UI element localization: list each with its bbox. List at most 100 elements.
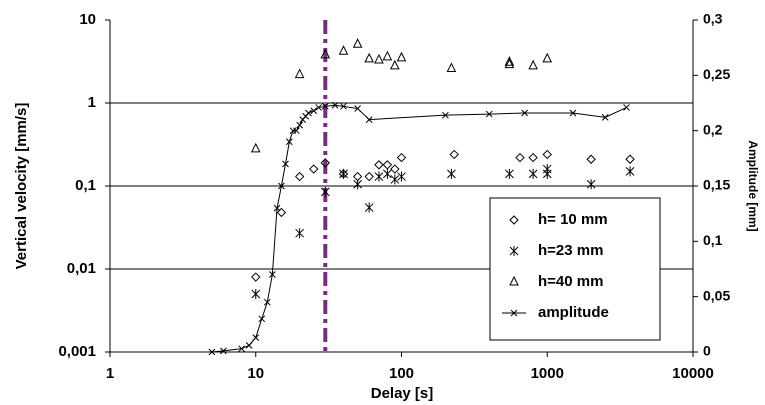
marker: [542, 168, 552, 179]
marker: [296, 121, 303, 129]
legend-label: h=23 mm: [538, 242, 603, 259]
marker: [269, 271, 276, 278]
x-tick-label: 10000: [672, 365, 714, 382]
marker: [505, 168, 514, 179]
y2-axis-title: Amplitude [mm]: [746, 140, 760, 231]
marker: [294, 171, 305, 182]
y2-tick-label: 0,15: [703, 177, 730, 193]
x-axis-title: Delay [s]: [371, 385, 434, 402]
x-tick-label: 1000: [531, 365, 564, 382]
x-tick-label: 1: [106, 365, 114, 382]
y-tick-label: 1: [88, 94, 96, 111]
marker: [449, 149, 459, 160]
marker: [601, 114, 609, 121]
marker: [382, 160, 393, 170]
marker: [364, 171, 374, 182]
marker: [586, 179, 596, 190]
marker: [625, 166, 635, 177]
marker: [321, 102, 329, 110]
legend-label: h= 10 mm: [538, 211, 608, 228]
y2-tick-label: 0,1: [703, 232, 723, 248]
marker: [374, 160, 384, 170]
marker: [309, 164, 319, 174]
y2-tick-label: 0,2: [703, 121, 723, 137]
y2-tick-label: 0,05: [703, 287, 730, 303]
marker: [364, 52, 374, 63]
marker: [252, 334, 260, 341]
legend-marker: [509, 246, 519, 256]
marker: [320, 186, 330, 197]
marker: [353, 179, 362, 190]
marker: [250, 142, 261, 153]
marker: [586, 154, 596, 164]
y2-tick-label: 0: [703, 343, 711, 359]
marker: [251, 272, 261, 282]
marker: [442, 111, 449, 119]
legend-marker: [509, 215, 519, 225]
marker: [293, 127, 300, 135]
legend-label: h=40 mm: [538, 273, 603, 290]
marker: [383, 168, 392, 179]
marker: [294, 68, 305, 79]
legend-label: amplitude: [538, 304, 609, 321]
marker: [320, 48, 331, 59]
marker: [447, 168, 456, 179]
y-tick-label: 0,1: [75, 177, 96, 194]
marker: [282, 160, 289, 168]
marker: [320, 158, 330, 168]
marker: [397, 171, 406, 182]
marker: [528, 168, 538, 179]
x-tick-label: 100: [389, 365, 414, 382]
marker: [276, 207, 287, 218]
marker: [263, 298, 271, 306]
marker: [315, 104, 322, 111]
marker: [295, 228, 304, 239]
marker: [390, 174, 400, 185]
marker: [365, 116, 373, 123]
marker: [521, 109, 529, 117]
marker: [390, 164, 400, 174]
marker: [305, 109, 312, 117]
marker: [339, 168, 348, 179]
legend-marker: [510, 309, 518, 317]
y2-tick-label: 0,25: [703, 66, 730, 82]
marker: [354, 105, 361, 112]
marker: [285, 138, 293, 146]
legend-marker: [509, 275, 519, 286]
marker: [528, 59, 538, 70]
marker: [396, 152, 407, 163]
marker: [625, 154, 635, 164]
marker: [515, 152, 525, 163]
marker: [504, 56, 515, 66]
marker: [504, 58, 515, 69]
marker: [485, 110, 493, 118]
marker: [542, 149, 552, 160]
marker: [623, 104, 630, 111]
marker: [251, 288, 261, 299]
marker: [528, 152, 538, 163]
marker: [208, 348, 216, 356]
marker: [338, 45, 349, 55]
x-tick-label: 10: [247, 365, 264, 382]
marker: [273, 204, 281, 212]
marker: [396, 51, 407, 62]
marker: [331, 101, 339, 109]
y-tick-label: 10: [79, 11, 96, 28]
y-axis-title: Vertical velocity [mm/s]: [13, 103, 30, 270]
marker: [569, 109, 577, 117]
marker: [310, 107, 318, 115]
marker: [220, 347, 227, 355]
marker: [542, 52, 553, 63]
marker: [382, 50, 393, 61]
y-tick-label: 0,01: [67, 260, 96, 277]
y2-tick-label: 0,3: [703, 11, 723, 27]
marker: [364, 202, 374, 213]
marker: [238, 345, 245, 353]
marker: [278, 182, 285, 190]
marker: [446, 62, 457, 73]
marker: [258, 315, 266, 323]
marker: [352, 38, 363, 48]
marker: [374, 171, 384, 182]
marker: [245, 342, 253, 349]
